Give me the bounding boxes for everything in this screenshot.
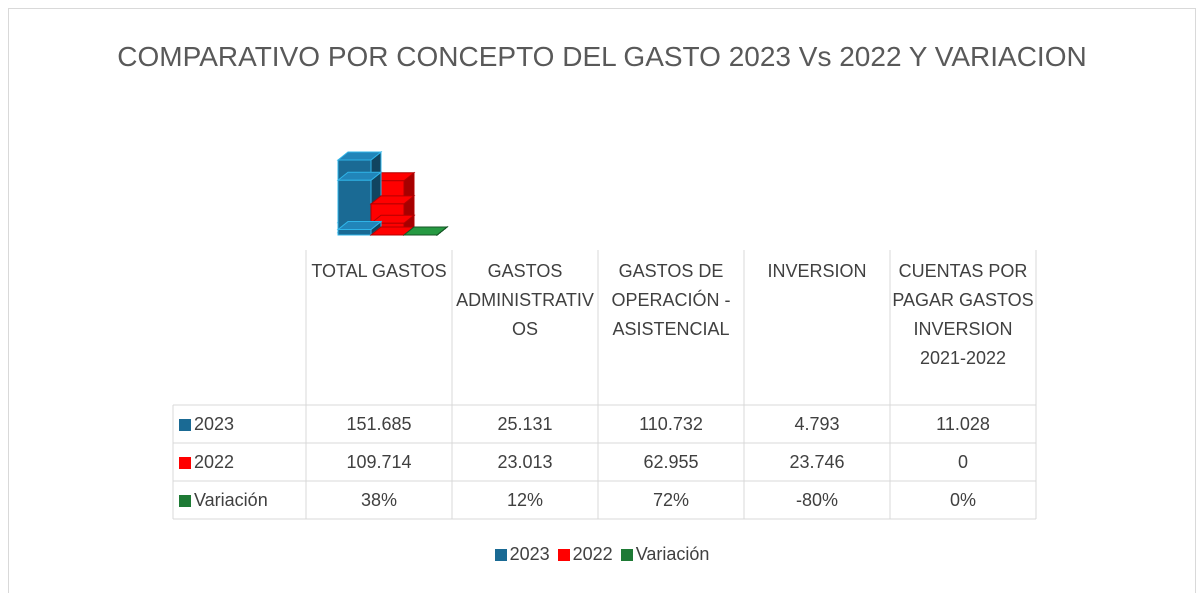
value-label: 0 <box>957 452 968 472</box>
category-label: GASTOS ADMINISTRATIVOS <box>456 261 594 339</box>
legend-swatch <box>620 549 633 561</box>
value-label: -80% <box>795 490 839 510</box>
legend-item: Variación <box>620 544 710 564</box>
legend-label: 2023 <box>509 544 550 564</box>
bar-face <box>337 229 372 236</box>
row-label: Variación <box>173 481 268 519</box>
value-label: 38% <box>360 490 398 510</box>
category-label: TOTAL GASTOS <box>311 261 447 281</box>
category-label: INVERSION <box>767 261 867 281</box>
value-label: 25.131 <box>497 414 553 434</box>
row-label-text: 2023 <box>194 414 235 434</box>
value-label: 11.028 <box>936 414 990 434</box>
bar-face <box>402 226 449 236</box>
value-label: 62.955 <box>643 452 699 472</box>
legend-item: 2022 <box>557 544 613 564</box>
legend-label: 2022 <box>572 544 613 564</box>
row-label: 2022 <box>173 443 234 481</box>
value-label: 0% <box>949 490 976 510</box>
chart-frame <box>8 8 1196 593</box>
category-label: CUENTAS POR PAGAR GASTOS INVERSION 2021-… <box>892 261 1034 368</box>
legend-item: 2023 <box>494 544 550 564</box>
legend: 2023 2022 Variación <box>0 544 1204 565</box>
value-label: 4.793 <box>794 414 840 434</box>
chart-title: COMPARATIVO POR CONCEPTO DEL GASTO 2023 … <box>117 41 1087 72</box>
legend-label: Variación <box>635 544 710 564</box>
row-label-text: Variación <box>194 490 268 510</box>
value-label: 72% <box>652 490 690 510</box>
value-label: 12% <box>506 490 544 510</box>
legend-swatch <box>179 419 191 431</box>
value-label: 109.714 <box>346 452 412 472</box>
value-label: 151.685 <box>346 414 412 434</box>
legend-swatch <box>179 495 191 507</box>
value-label: 110.732 <box>639 414 703 434</box>
legend-swatch <box>557 549 570 561</box>
category-label: GASTOS DE OPERACIÓN - ASISTENCIAL <box>611 261 731 339</box>
legend-swatch <box>179 457 191 469</box>
value-label: 23.746 <box>789 452 845 472</box>
row-label-text: 2022 <box>194 452 235 472</box>
legend-swatch <box>494 549 507 561</box>
bar <box>402 226 449 236</box>
row-label: 2023 <box>173 405 234 443</box>
value-label: 23.013 <box>497 452 553 472</box>
